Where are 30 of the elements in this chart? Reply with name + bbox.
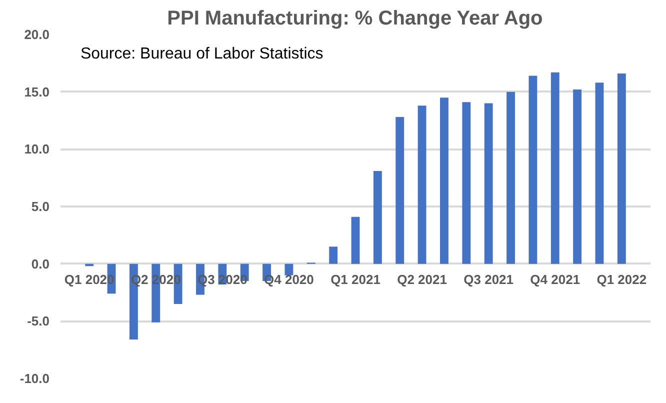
bar [462,102,471,264]
x-tick-label: Q4 2021 [530,272,580,287]
bar [484,103,493,264]
bar [351,216,360,264]
x-tick-label: Q4 2020 [264,272,314,287]
y-tick-label: 10.0 [24,142,50,157]
bar [329,246,338,264]
bar [617,73,626,264]
bar [373,170,382,264]
bar [506,92,515,264]
bar [528,76,538,264]
y-tick-label: 5.0 [31,199,50,214]
x-tick-label: Q3 2021 [464,272,514,287]
bar [396,117,404,264]
y-tick-label: -5.0 [27,314,50,329]
bar [550,72,560,264]
bar [284,264,294,276]
annotation: Source: Bureau of Labor Statistics [80,46,324,62]
y-tick-label: 15.0 [24,84,50,100]
bar [595,82,604,264]
x-tick-label: Q2 2021 [397,272,447,287]
bar [440,98,448,264]
y-tick-label: -10.0 [20,371,50,386]
y-tick-label: 20.0 [24,27,50,42]
x-tick-label: Q1 2022 [596,272,647,287]
y-tick-label: 0.0 [31,256,50,272]
x-tick-label: Q1 2021 [330,272,380,287]
bar [573,90,582,264]
chart-title: PPI Manufacturing: % Change Year Ago [167,8,543,30]
bar [418,106,426,264]
